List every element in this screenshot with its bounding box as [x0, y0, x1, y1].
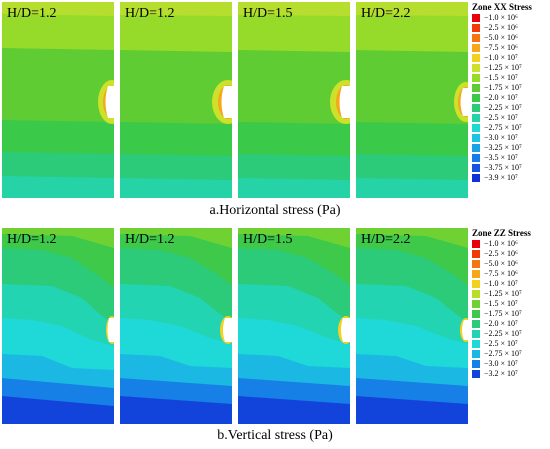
xx-stress-legend: Zone XX Stress −1.0 × 10⁶ −2.5 × 10⁶ −5.0 …: [472, 2, 548, 198]
legend-value: −3.5 × 10⁷: [484, 153, 518, 162]
legend-value: −5.0 × 10⁶: [484, 33, 518, 42]
legend-value: −1.0 × 10⁶: [484, 239, 518, 248]
panel-label: H/D=2.2: [361, 232, 411, 247]
legend-title: Zone XX Stress: [472, 2, 532, 12]
panel-label: H/D=2.2: [361, 6, 411, 21]
xx-stress-panel-4: H/D=2.2: [356, 2, 468, 198]
legend-value: −2.25 × 10⁷: [484, 103, 522, 112]
legend-swatch: [472, 330, 480, 338]
legend-value: −2.0 × 10⁷: [484, 93, 518, 102]
panel-label: H/D=1.2: [7, 232, 57, 247]
legend-swatch: [472, 94, 480, 102]
legend-value: −2.5 × 10⁶: [484, 23, 518, 32]
legend-swatch: [472, 84, 480, 92]
xx-stress-contour-2: [120, 2, 232, 198]
legend-swatch: [472, 270, 480, 278]
legend-swatch: [472, 174, 480, 182]
legend-swatch: [472, 144, 480, 152]
legend-swatch: [472, 124, 480, 132]
xx-stress-contour-1: [2, 2, 114, 198]
legend-value: −1.75 × 10⁷: [484, 309, 522, 318]
zz-stress-contour-3: [238, 228, 350, 424]
legend-value: −3.75 × 10⁷: [484, 163, 522, 172]
zz-stress-panel-1: H/D=1.2: [2, 228, 114, 424]
xx-stress-contour-3: [238, 2, 350, 198]
legend-value: −1.0 × 10⁷: [484, 53, 518, 62]
legend-value: −2.5 × 10⁶: [484, 249, 518, 258]
legend-swatch: [472, 250, 480, 258]
legend-value: −7.5 × 10⁶: [484, 43, 518, 52]
legend-value: −2.0 × 10⁷: [484, 319, 518, 328]
legend-swatch: [472, 154, 480, 162]
zz-stress-panel-2: H/D=1.2: [120, 228, 232, 424]
legend-value: −2.5 × 10⁷: [484, 339, 518, 348]
legend-swatch: [472, 350, 480, 358]
legend-value: −3.0 × 10⁷: [484, 359, 518, 368]
legend-swatch: [472, 340, 480, 348]
legend-swatch: [472, 34, 480, 42]
legend-value: −7.5 × 10⁶: [484, 269, 518, 278]
legend-swatch: [472, 260, 480, 268]
legend-swatch: [472, 310, 480, 318]
legend-value: −1.5 × 10⁷: [484, 73, 518, 82]
zz-stress-contour-2: [120, 228, 232, 424]
legend-swatch: [472, 300, 480, 308]
panel-label: H/D=1.2: [125, 232, 175, 247]
zz-stress-contour-4: [356, 228, 468, 424]
xx-stress-panel-1: H/D=1.2: [2, 2, 114, 198]
caption-horizontal-stress: a.Horizontal stress (Pa): [209, 203, 341, 218]
legend-value: −1.0 × 10⁷: [484, 279, 518, 288]
xx-stress-contour-4: [356, 2, 468, 198]
legend-value: −5.0 × 10⁶: [484, 259, 518, 268]
zz-stress-contour-1: [2, 228, 114, 424]
legend-value: −3.25 × 10⁷: [484, 143, 522, 152]
legend-value: −1.0 × 10⁶: [484, 13, 518, 22]
panel-label: H/D=1.2: [125, 6, 175, 21]
caption-vertical-stress: b.Vertical stress (Pa): [217, 428, 333, 443]
legend-swatch: [472, 320, 480, 328]
panel-label: H/D=1.5: [243, 6, 293, 21]
legend-swatch: [472, 74, 480, 82]
legend-value: −2.75 × 10⁷: [484, 349, 522, 358]
legend-title: Zone ZZ Stress: [472, 228, 531, 238]
legend-swatch: [472, 14, 480, 22]
legend-swatch: [472, 240, 480, 248]
legend-swatch: [472, 134, 480, 142]
legend-swatch: [472, 114, 480, 122]
legend-swatch: [472, 64, 480, 72]
legend-value: −1.25 × 10⁷: [484, 289, 522, 298]
zz-stress-panel-3: H/D=1.5: [238, 228, 350, 424]
legend-swatch: [472, 360, 480, 368]
legend-value: −1.5 × 10⁷: [484, 299, 518, 308]
legend-value: −2.25 × 10⁷: [484, 329, 522, 338]
legend-value: −2.5 × 10⁷: [484, 113, 518, 122]
legend-swatch: [472, 164, 480, 172]
legend-swatch: [472, 104, 480, 112]
legend-value: −3.0 × 10⁷: [484, 133, 518, 142]
xx-stress-panel-3: H/D=1.5: [238, 2, 350, 198]
legend-value: −3.2 × 10⁷: [484, 369, 518, 378]
zz-stress-legend: Zone ZZ Stress −1.0 × 10⁶ −2.5 × 10⁶ −5.0 …: [472, 228, 548, 424]
legend-value: −1.25 × 10⁷: [484, 63, 522, 72]
panel-label: H/D=1.2: [7, 6, 57, 21]
legend-swatch: [472, 280, 480, 288]
legend-swatch: [472, 44, 480, 52]
panel-label: H/D=1.5: [243, 232, 293, 247]
legend-swatch: [472, 370, 480, 378]
legend-swatch: [472, 24, 480, 32]
legend-value: −2.75 × 10⁷: [484, 123, 522, 132]
xx-stress-panel-2: H/D=1.2: [120, 2, 232, 198]
legend-swatch: [472, 54, 480, 62]
legend-swatch: [472, 290, 480, 298]
zz-stress-panel-4: H/D=2.2: [356, 228, 468, 424]
legend-value: −1.75 × 10⁷: [484, 83, 522, 92]
legend-value: −3.9 × 10⁷: [484, 173, 518, 182]
